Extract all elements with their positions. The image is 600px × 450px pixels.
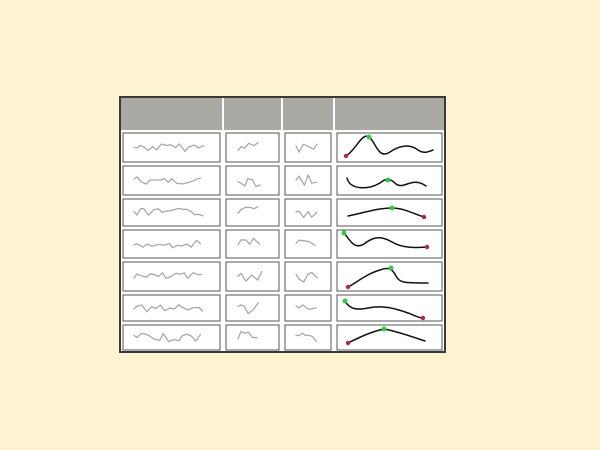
cell: [336, 132, 443, 163]
scribble: [295, 210, 318, 219]
scribble: [133, 304, 204, 313]
sparkline-high: [389, 205, 395, 211]
cell: [122, 165, 221, 196]
table-row: [122, 198, 443, 227]
cell: [122, 324, 221, 351]
scribble: [295, 332, 317, 342]
cell: [284, 294, 332, 322]
header-cell: [121, 98, 222, 130]
sparkline-high: [381, 326, 387, 332]
table-row: [122, 261, 443, 292]
table-row: [122, 132, 443, 163]
table-row: [122, 229, 443, 259]
cell: [284, 324, 332, 351]
scribble: [133, 207, 204, 217]
scribble: [295, 304, 317, 310]
scribble: [237, 206, 259, 214]
sparkline: [344, 300, 424, 319]
sparkline-high: [342, 298, 348, 304]
table-header: [121, 98, 444, 130]
scribble: [237, 237, 261, 246]
sparkline-high: [385, 177, 391, 183]
cell: [122, 198, 221, 227]
scribble: [237, 141, 259, 152]
sparkline-high: [366, 134, 372, 140]
cell: [284, 132, 332, 163]
scribble: [295, 143, 318, 153]
cell: [225, 198, 280, 227]
cell: [225, 294, 280, 322]
cell: [122, 132, 221, 163]
table-rows: [122, 132, 443, 351]
table-row: [122, 294, 443, 322]
scribble: [133, 332, 202, 343]
table-row: [122, 165, 443, 196]
cell: [122, 229, 221, 259]
cell: [284, 165, 332, 196]
sparkline-end: [345, 340, 351, 346]
sparkline-high: [388, 265, 394, 271]
cell: [284, 229, 332, 259]
scribble: [133, 272, 203, 280]
cell: [336, 198, 443, 227]
scribble: [133, 143, 205, 152]
header-cell: [335, 98, 444, 130]
scribble: [295, 271, 318, 283]
scribble: [237, 301, 259, 315]
header-cell: [283, 98, 333, 130]
scribble: [295, 174, 318, 186]
cell: [225, 132, 280, 163]
scribble: [237, 270, 263, 282]
scribble: [133, 176, 202, 185]
scribble: [237, 331, 258, 340]
sparkline-end: [421, 214, 427, 220]
sparkline: [343, 232, 428, 249]
scribble: [295, 239, 316, 246]
scribble: [237, 178, 261, 188]
cell: [336, 324, 443, 351]
sparkline: [345, 135, 434, 157]
table-row: [122, 324, 443, 351]
scribble: [133, 239, 202, 249]
sparkline-high: [341, 230, 347, 236]
sparkline-end: [424, 244, 430, 250]
cell: [284, 261, 332, 292]
header-cell: [224, 98, 281, 130]
sparkline-end: [343, 153, 349, 159]
sparkline-end: [345, 284, 351, 290]
cell: [225, 229, 280, 259]
sparkline-end: [420, 315, 426, 321]
